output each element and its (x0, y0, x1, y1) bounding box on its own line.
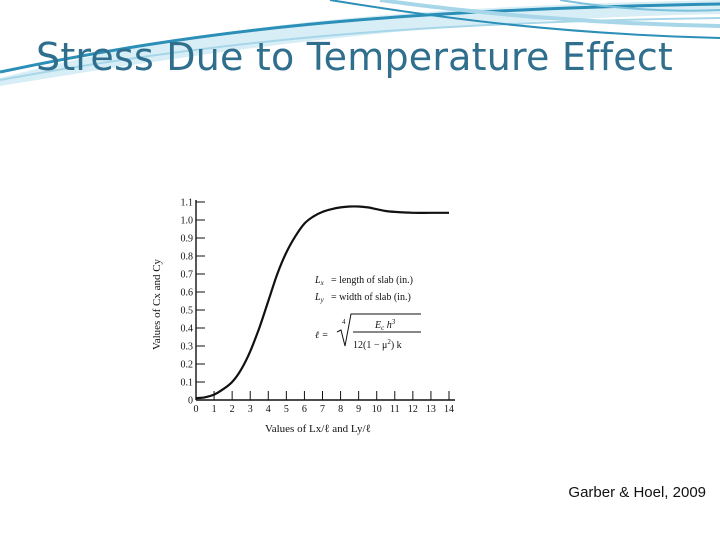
x-tick-label: 7 (320, 404, 325, 415)
formula-root-index: 4 (342, 318, 346, 326)
formula-num-h: h (387, 320, 392, 331)
x-tick-label: 10 (372, 404, 382, 415)
x-tick-label: 14 (444, 404, 454, 415)
y-tick-label: 0.3 (181, 342, 194, 353)
formula-num-sub: c (381, 324, 385, 332)
y-tick-label: 0.4 (181, 324, 194, 335)
x-axis-label: Values of Lx/ℓ and Ly/ℓ (265, 423, 371, 435)
x-tick-label: 4 (266, 404, 271, 415)
annotation-block: Lx = length of slab (in.) Ly = width of … (314, 275, 421, 351)
y-tick-label: 0.2 (181, 360, 194, 371)
y-tick-label: 0 (188, 396, 193, 407)
source-caption: Garber & Hoel, 2009 (568, 484, 706, 501)
svg-text:12(1 − μ2) k: 12(1 − μ2) k (353, 338, 402, 351)
formula-lhs: ℓ = (315, 330, 328, 341)
x-tick-label: 11 (390, 404, 400, 415)
x-tick-label: 3 (248, 404, 253, 415)
y-tick-label: 0.5 (181, 306, 194, 317)
formula-den-tail: ) k (391, 340, 402, 351)
y-tick-label: 0.7 (181, 270, 194, 281)
slide-title: Stress Due to Temperature Effect (36, 35, 674, 79)
x-ticks: 0 1 2 3 4 5 6 7 8 9 10 11 12 13 14 (194, 391, 454, 415)
y-ticks: 0 0.1 0.2 0.3 0.4 0.5 0.6 0.7 0.8 0.9 1.0 1.1 (181, 198, 205, 407)
y-tick-label: 1.1 (181, 198, 194, 209)
header-swoosh-decoration (0, 0, 720, 86)
x-tick-label: 2 (230, 404, 235, 415)
formula-den: 12(1 − μ (353, 340, 387, 351)
series-curve (195, 205, 449, 400)
y-tick-label: 0.9 (181, 234, 194, 245)
x-tick-label: 1 (212, 404, 217, 415)
y-tick-label: 0.8 (181, 252, 194, 263)
ly-definition: = width of slab (in.) (331, 292, 411, 303)
formula-num: E (374, 320, 381, 331)
formula-num-pow: 3 (391, 318, 396, 326)
svg-text:Lx: Lx (314, 275, 325, 287)
y-tick-label: 0.1 (181, 378, 194, 389)
x-tick-label: 0 (194, 404, 199, 415)
x-tick-label: 8 (338, 404, 343, 415)
y-tick-label: 0.6 (181, 288, 194, 299)
formula-den-pow: 2 (387, 338, 391, 346)
x-tick-label: 9 (356, 404, 361, 415)
svg-text:Ec h3: Ec h3 (374, 318, 396, 332)
y-axis-label: Values of Cx and Cy (151, 258, 163, 350)
lx-definition: = length of slab (in.) (331, 275, 413, 286)
x-tick-label: 6 (302, 404, 307, 415)
x-tick-label: 13 (426, 404, 436, 415)
x-tick-label: 5 (284, 404, 289, 415)
radical-sign (336, 313, 421, 347)
x-tick-label: 12 (408, 404, 418, 415)
svg-text:Ly: Ly (314, 292, 325, 304)
y-tick-label: 1.0 (181, 216, 194, 227)
